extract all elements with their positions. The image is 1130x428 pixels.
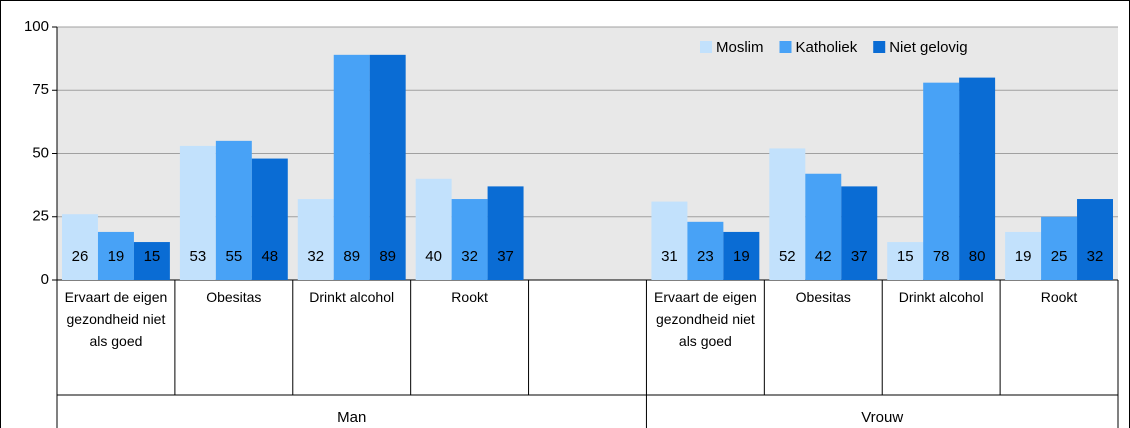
data-label: 32 [461, 248, 478, 265]
data-label: 19 [108, 248, 125, 265]
x-tick-label-box: Drinkt alcohol [898, 289, 984, 305]
x-tick-label-box: Ervaart de eigen gezondheid niet als goe… [64, 289, 168, 349]
bar [369, 54, 406, 280]
data-label: 31 [661, 248, 678, 265]
data-label: 32 [307, 248, 324, 265]
bar [333, 54, 370, 280]
bar [415, 178, 452, 280]
group-label: Vrouw [861, 409, 903, 426]
bar [887, 242, 924, 280]
bar [1005, 231, 1042, 280]
data-label: 42 [815, 248, 832, 265]
bar [651, 201, 688, 280]
legend-swatch [779, 41, 792, 53]
x-tick-label: Drinkt alcohol [309, 289, 395, 305]
x-tick-label: Obesitas [795, 289, 851, 305]
bar [451, 199, 488, 280]
bar [1041, 216, 1078, 280]
bar [297, 199, 334, 280]
x-tick-label-box: Obesitas [206, 289, 262, 305]
data-label: 15 [144, 248, 161, 265]
y-tick-label: 25 [32, 208, 49, 225]
bar [687, 221, 724, 280]
data-label: 37 [851, 248, 868, 265]
data-label: 89 [379, 248, 396, 265]
y-tick-label: 100 [24, 18, 49, 35]
bar [841, 186, 878, 280]
bar [62, 214, 98, 280]
data-label: 55 [225, 248, 242, 265]
data-label: 89 [343, 248, 360, 265]
bar [179, 145, 216, 280]
data-label: 48 [261, 248, 278, 265]
bar [769, 148, 806, 280]
legend-swatch [700, 41, 712, 53]
y-tick-label: 0 [41, 271, 49, 288]
data-label: 19 [1015, 248, 1032, 265]
legend-swatch [873, 41, 886, 53]
data-label: 26 [72, 248, 89, 265]
group-label: Man [337, 409, 366, 426]
x-tick-label: Obesitas [206, 289, 262, 305]
data-label: 15 [897, 248, 914, 265]
data-label: 40 [425, 248, 442, 265]
x-tick-label: Rookt [1040, 289, 1078, 305]
legend-label: Katholiek [796, 39, 858, 56]
bar [959, 77, 996, 280]
x-tick-label: Drinkt alcohol [898, 289, 984, 305]
legend-label: Moslim [716, 39, 764, 56]
bar [133, 242, 170, 280]
legend-label: Niet gelovig [889, 39, 967, 56]
bar [923, 82, 960, 280]
y-tick-label: 75 [32, 81, 49, 98]
data-label: 25 [1051, 248, 1068, 265]
bar [805, 173, 842, 280]
x-tick-label-box: Rookt [1040, 289, 1078, 305]
data-label: 52 [779, 248, 796, 265]
bar [487, 186, 524, 280]
x-tick-label-box: Drinkt alcohol [309, 289, 395, 305]
data-label: 53 [190, 248, 207, 265]
bar [1077, 199, 1113, 280]
data-label: 19 [733, 248, 750, 265]
bar [97, 231, 134, 280]
x-tick-label-box: Ervaart de eigen gezondheid niet als goe… [654, 289, 757, 349]
data-label: 80 [969, 248, 986, 265]
x-tick-label: Ervaart de eigen gezondheid niet als goe… [64, 289, 168, 349]
bar [723, 231, 760, 280]
bar [251, 158, 288, 280]
data-label: 32 [1087, 248, 1104, 265]
data-label: 78 [933, 248, 950, 265]
data-label: 23 [697, 248, 714, 265]
y-tick-label: 50 [32, 144, 49, 161]
x-tick-label-box: Obesitas [795, 289, 851, 305]
data-label: 37 [497, 248, 514, 265]
x-tick-label: Ervaart de eigen gezondheid niet als goe… [654, 289, 757, 349]
x-tick-label-box: Rookt [451, 289, 488, 305]
x-tick-label: Rookt [451, 289, 488, 305]
bar [215, 140, 252, 280]
